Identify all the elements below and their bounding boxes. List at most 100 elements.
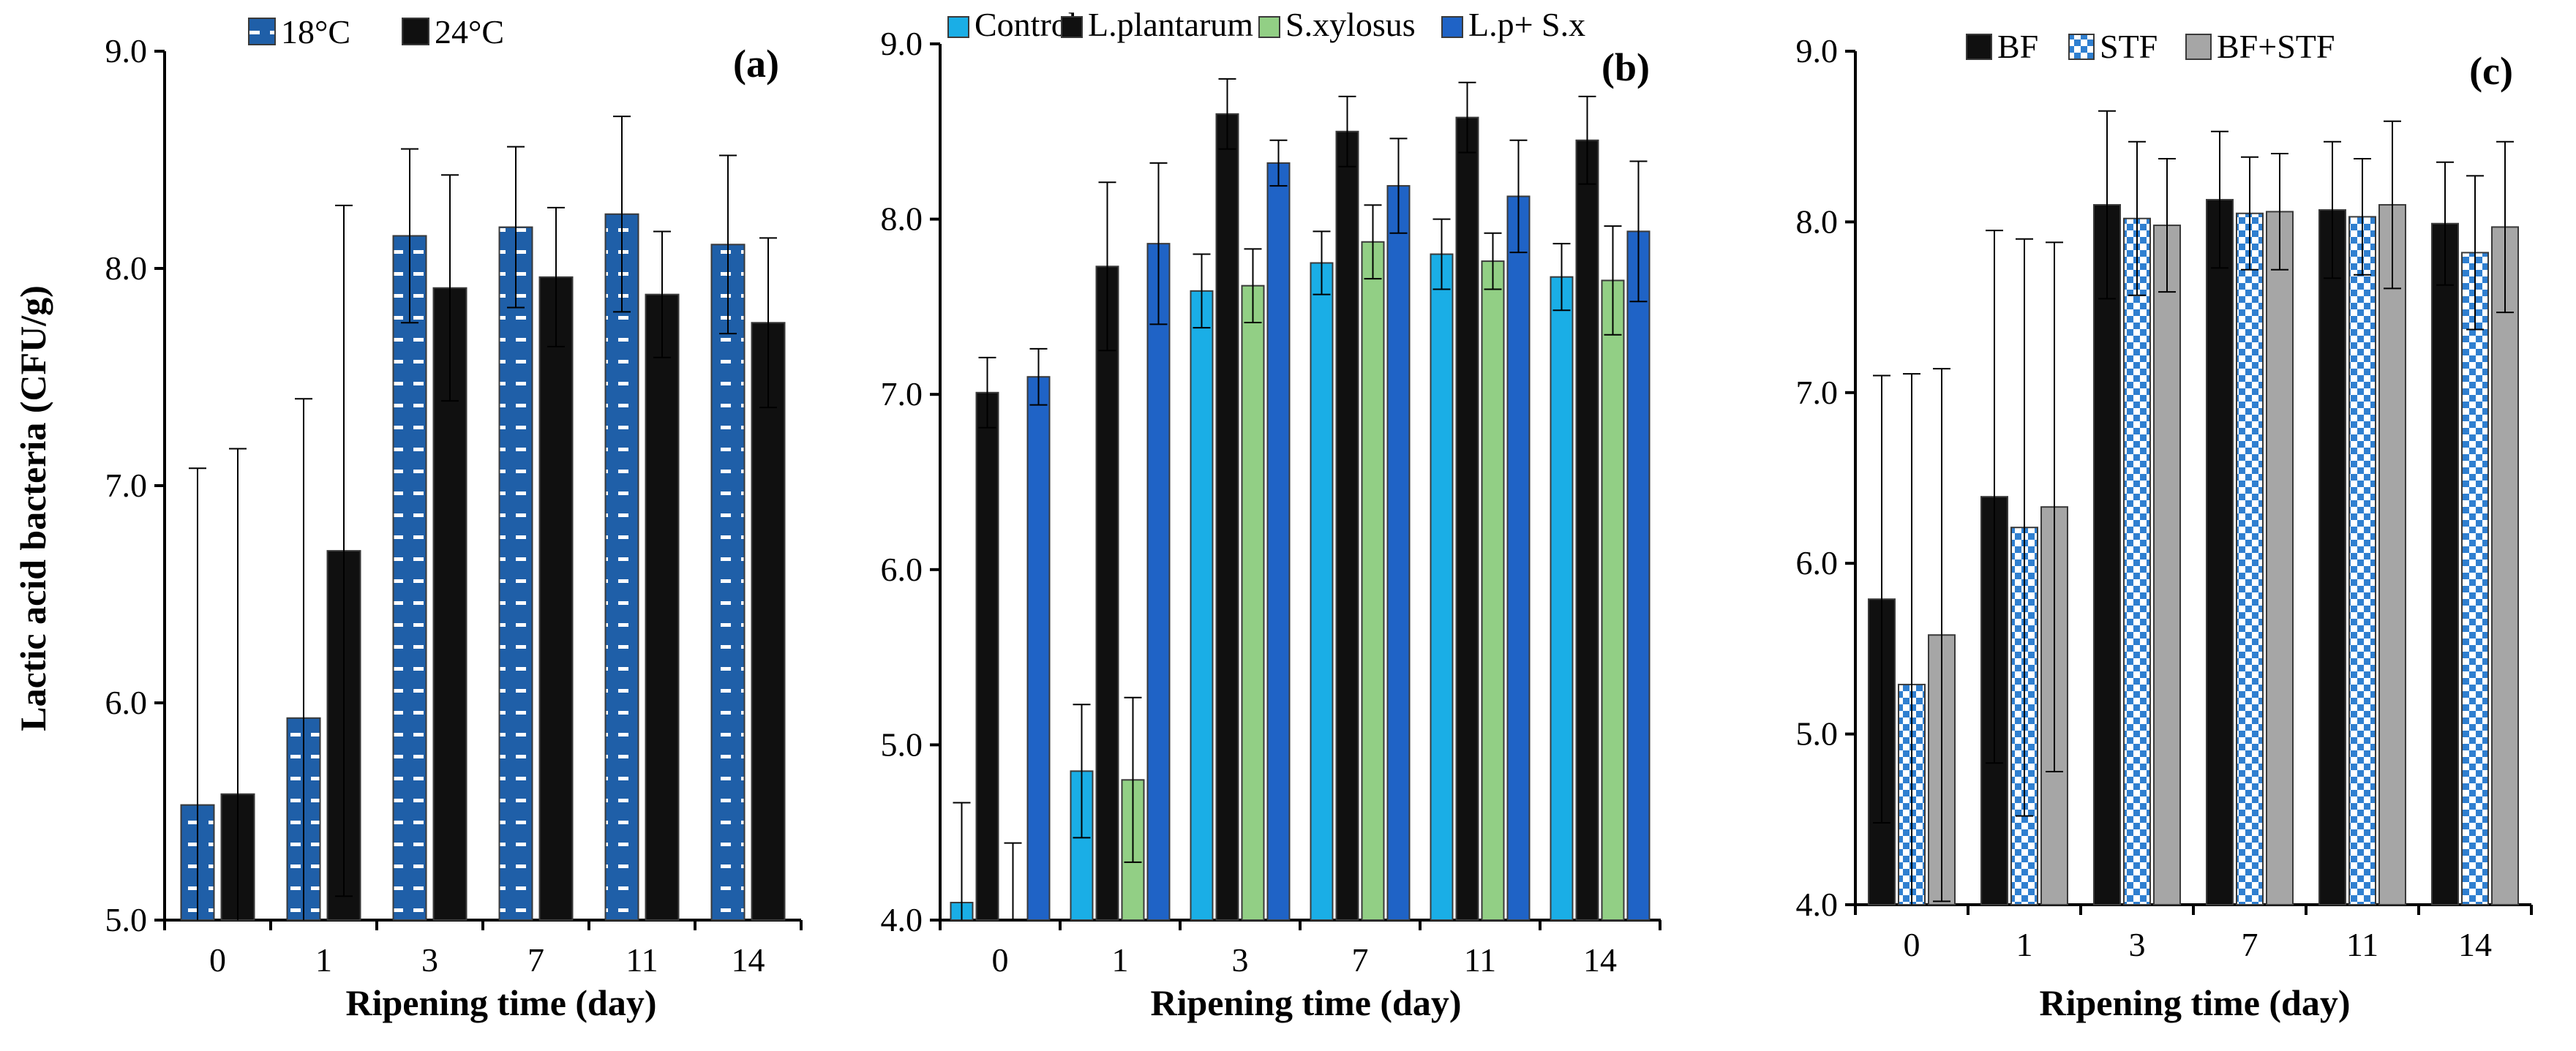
legend-label: 24°C <box>435 13 504 50</box>
x-axis-title: Ripening time (day) <box>346 982 657 1023</box>
y-tick-label: 6.0 <box>1796 544 1839 581</box>
bar <box>1026 376 1051 921</box>
x-tick-label: 11 <box>1464 941 1496 979</box>
bar <box>710 244 746 921</box>
y-tick-label: 7.0 <box>1796 374 1839 411</box>
panel-label: (c) <box>2469 49 2513 93</box>
bar <box>1430 253 1454 921</box>
legend-swatch <box>248 18 276 45</box>
legend-swatch <box>2068 34 2095 60</box>
bar <box>392 235 427 921</box>
y-tick-label: 5.0 <box>1796 715 1839 753</box>
x-tick-label: 11 <box>2346 926 2378 963</box>
bar <box>2378 204 2406 905</box>
y-tick-label: 7.0 <box>105 467 148 504</box>
y-tick-label: 6.0 <box>105 684 148 721</box>
y-tick-label: 6.0 <box>881 551 923 588</box>
panel-a: 5.0 6.0 7.0 8.0 9.0 0 1 3 7 11 14 18°C 24°C (a) Ripeni… <box>105 13 803 1023</box>
bar <box>2266 211 2294 905</box>
x-tick-label: 7 <box>2242 926 2258 963</box>
x-tick-label: 0 <box>209 941 226 979</box>
bar <box>1146 243 1171 922</box>
legend-swatch <box>1258 16 1280 38</box>
x-tick-label: 14 <box>2458 926 2492 963</box>
bar <box>1190 290 1214 921</box>
bar <box>2461 252 2489 905</box>
x-axis-title: Ripening time (day) <box>1151 982 1462 1023</box>
x-tick-label: 3 <box>421 941 438 979</box>
legend-label: BF+STF <box>2217 28 2335 65</box>
bar <box>1361 241 1385 921</box>
legend-label: Control <box>975 6 1078 43</box>
x-tick-label: 14 <box>732 941 765 979</box>
y-tick-label: 7.0 <box>881 375 923 413</box>
x-tick-label: 1 <box>1112 941 1129 979</box>
y-tick-label: 4.0 <box>881 901 923 938</box>
legend-swatch <box>1966 34 1992 60</box>
legend-swatch <box>1061 16 1083 38</box>
bar <box>1215 113 1239 922</box>
bar <box>2318 209 2346 905</box>
bar <box>2206 199 2234 906</box>
x-tick-label: 7 <box>527 941 544 979</box>
bar <box>1550 276 1574 921</box>
y-tick-label: 4.0 <box>1796 886 1839 923</box>
y-tick-label: 9.0 <box>881 25 923 62</box>
bar <box>645 293 680 921</box>
bar <box>2153 225 2181 905</box>
y-tick-label: 5.0 <box>881 726 923 763</box>
bar <box>2093 204 2121 905</box>
bar <box>1601 279 1625 921</box>
x-tick-label: 14 <box>1583 941 1617 979</box>
x-tick-label: 0 <box>992 941 1009 979</box>
bar <box>1310 262 1334 921</box>
bar <box>498 226 533 921</box>
bar <box>1266 162 1291 922</box>
bar <box>1626 230 1651 921</box>
legend-label: 18°C <box>281 13 350 50</box>
bar <box>2236 212 2264 906</box>
y-tick-label: 8.0 <box>1796 203 1839 240</box>
y-tick-label: 9.0 <box>105 32 148 69</box>
legend-label: L.plantarum <box>1088 6 1253 43</box>
bar <box>1335 130 1359 921</box>
x-tick-label: 1 <box>2016 926 2033 963</box>
panel-c: 4.0 5.0 6.0 7.0 8.0 9.0 0 1 3 7 11 14 BF STF BF+STF (c)… <box>1796 28 2533 1023</box>
bar <box>2491 226 2519 906</box>
bar <box>1575 139 1599 921</box>
x-tick-label: 1 <box>315 941 332 979</box>
bar <box>1095 265 1119 921</box>
bar <box>751 322 786 921</box>
bar <box>2123 217 2151 905</box>
bar <box>975 391 999 921</box>
y-tick-label: 8.0 <box>881 200 923 238</box>
x-axis-title: Ripening time (day) <box>2040 982 2351 1023</box>
panel-label: (a) <box>733 42 779 86</box>
x-tick-label: 3 <box>1232 941 1249 979</box>
legend-swatch <box>1441 16 1463 38</box>
legend-label: L.p+ S.x <box>1468 6 1585 43</box>
x-tick-label: 7 <box>1352 941 1369 979</box>
bar <box>1386 185 1411 922</box>
x-tick-label: 3 <box>2129 926 2146 963</box>
legend-label: S.xylosus <box>1285 6 1416 43</box>
legend-label: STF <box>2100 28 2158 65</box>
y-tick-label: 9.0 <box>1796 32 1839 69</box>
legend-swatch <box>947 16 969 38</box>
bar <box>1481 260 1505 921</box>
bar <box>1241 285 1265 921</box>
bar <box>2348 216 2376 905</box>
x-tick-label: 0 <box>1904 926 1920 963</box>
panel-label: (b) <box>1601 45 1650 89</box>
x-tick-label: 11 <box>626 941 658 979</box>
bar <box>604 213 639 921</box>
legend-swatch <box>2185 34 2212 60</box>
y-tick-label: 5.0 <box>105 901 148 938</box>
bar <box>1506 195 1531 921</box>
legend-label: BF <box>1997 28 2038 65</box>
bar <box>2431 222 2459 905</box>
bar <box>538 276 574 921</box>
y-tick-label: 8.0 <box>105 249 148 287</box>
y-axis-title: Lactic acid bacteria (CFU/g) <box>12 285 53 731</box>
